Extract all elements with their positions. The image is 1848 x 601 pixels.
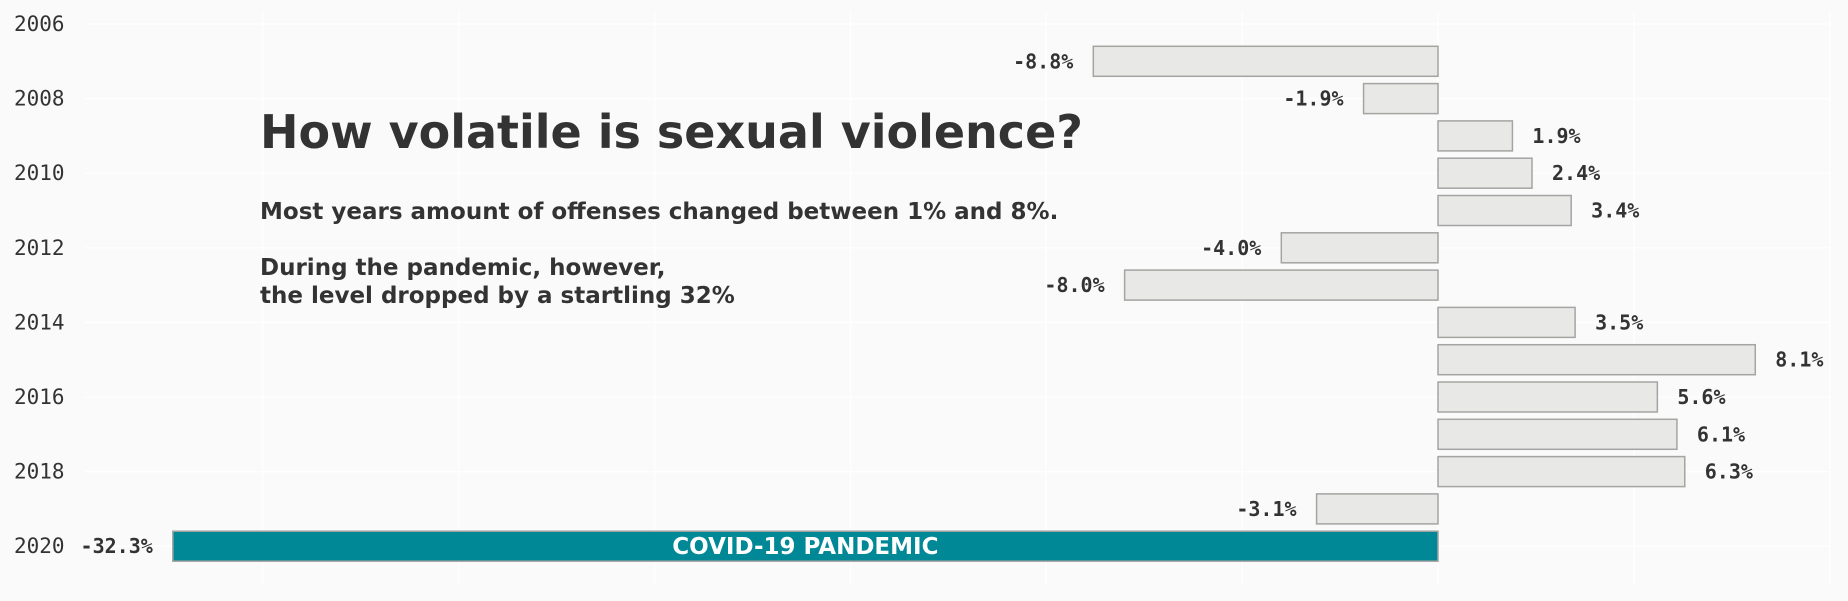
y-tick-label: 2018 [14, 460, 65, 484]
bar-2012 [1280, 232, 1439, 264]
data-label-2015: 8.1% [1775, 348, 1823, 372]
y-tick-label: 2020 [14, 534, 65, 558]
bars [172, 45, 1757, 562]
chart-title: How volatile is sexual violence? [260, 105, 1083, 159]
bar-2016 [1437, 381, 1659, 413]
bar-2010 [1437, 157, 1533, 189]
bar-2007 [1092, 45, 1439, 78]
data-label-2016: 5.6% [1677, 385, 1725, 409]
bar-2019 [1315, 493, 1439, 525]
y-tick-label: 2006 [14, 12, 65, 36]
bar-2008 [1362, 82, 1439, 115]
bar-2020 [172, 530, 1439, 562]
y-tick-label: 2010 [14, 161, 65, 185]
data-label-2020: -32.3% [81, 534, 153, 558]
data-label-2013: -8.0% [1044, 273, 1104, 297]
data-label-2011: 3.4% [1591, 199, 1639, 223]
bar-2009 [1437, 120, 1514, 152]
subtitle-line-3: the level dropped by a startling 32% [260, 283, 735, 309]
data-label-2008: -1.9% [1283, 87, 1343, 111]
data-label-2019: -3.1% [1236, 497, 1296, 521]
data-label-2009: 1.9% [1532, 124, 1580, 148]
data-labels: -8.8% -1.9% 1.9% 2.4% 3.4% -4.0% -8.0% 3.5% 8.1%… [81, 49, 1824, 558]
subtitle-line-2: During the pandemic, however, [260, 255, 665, 281]
data-label-2007: -8.8% [1013, 49, 1073, 73]
bar-2018 [1437, 455, 1686, 488]
bar-2017 [1437, 418, 1678, 451]
bar-2015 [1437, 343, 1757, 376]
bar-2013 [1123, 269, 1439, 301]
data-label-2010: 2.4% [1552, 161, 1600, 185]
data-label-2017: 6.1% [1697, 422, 1745, 446]
grid [85, 12, 1831, 585]
subtitle-line-1: Most years amount of offenses changed be… [260, 199, 1058, 225]
y-tick-label: 2008 [14, 87, 65, 111]
bar-2011 [1437, 194, 1572, 227]
data-label-2014: 3.5% [1595, 310, 1643, 334]
data-label-2018: 6.3% [1705, 460, 1753, 484]
y-axis-ticks: 2006 2008 2010 2012 2014 2016 2018 2020 [14, 12, 65, 558]
y-tick-label: 2012 [14, 236, 65, 260]
covid-annotation: COVID-19 PANDEMIC [672, 534, 938, 560]
bar-2014 [1437, 306, 1576, 339]
y-tick-label: 2016 [14, 385, 65, 409]
data-label-2012: -4.0% [1201, 236, 1261, 260]
y-tick-label: 2014 [14, 310, 65, 334]
